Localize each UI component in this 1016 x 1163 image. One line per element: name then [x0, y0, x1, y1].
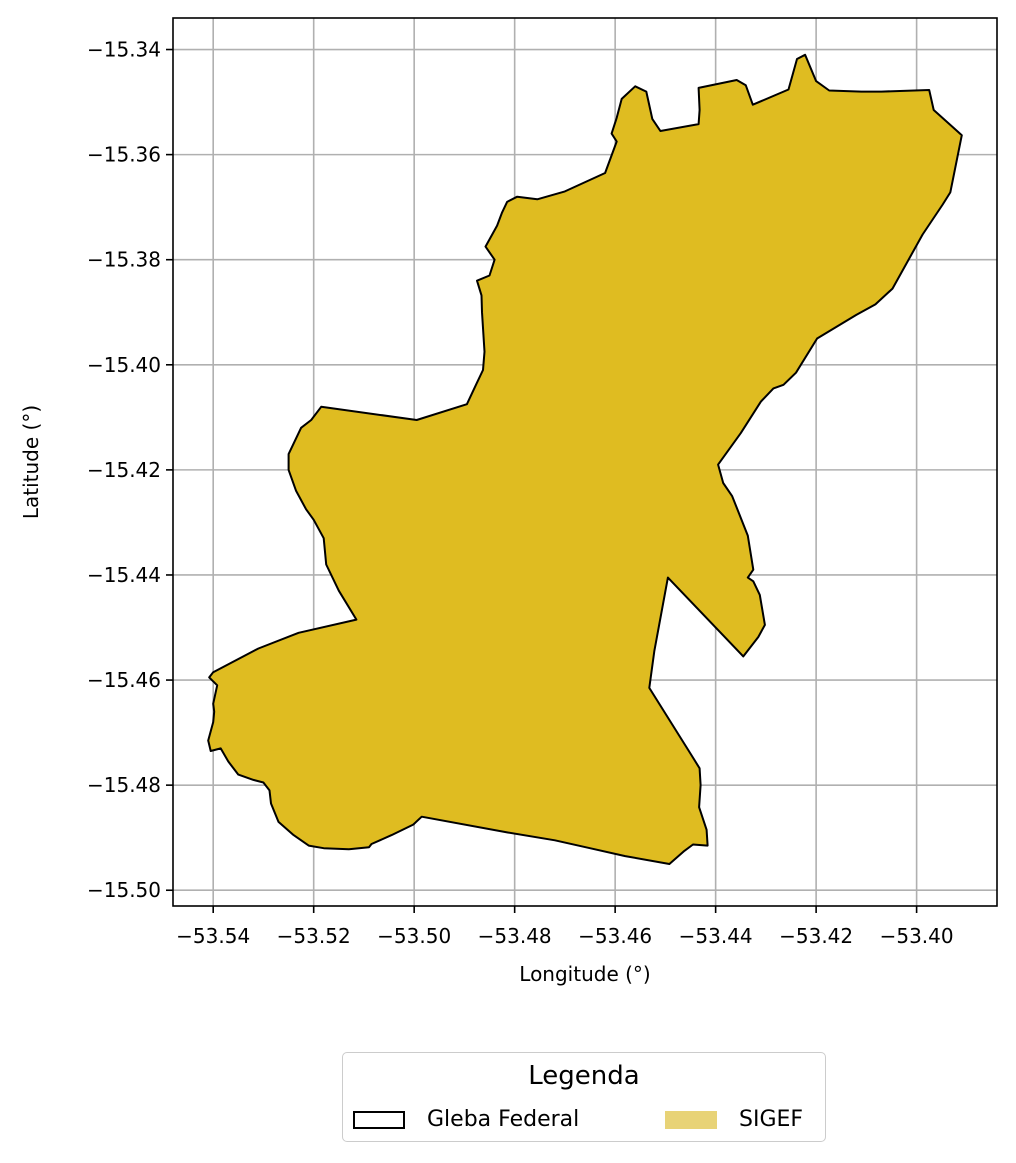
y-ticks: −15.34 −15.36 −15.38 −15.40 −15.42 −15.44 −15.… [87, 38, 173, 902]
x-tick-label: −53.52 [277, 924, 351, 948]
legend: Legenda Gleba Federal SIGEF [342, 1052, 826, 1142]
legend-title: Legenda [528, 1061, 640, 1091]
y-tick-label: −15.46 [87, 668, 161, 692]
outline-swatch-icon [353, 1110, 405, 1129]
x-tick-label: −53.48 [478, 924, 552, 948]
plot-frame [172, 17, 998, 907]
map-layer [207, 53, 963, 865]
x-axis-title: Longitude (°) [519, 962, 650, 986]
x-tick-label: −53.46 [578, 924, 652, 948]
x-tick-label: −53.42 [779, 924, 853, 948]
legend-item-sigef: SIGEF [665, 1107, 803, 1132]
y-tick-label: −15.42 [87, 458, 161, 482]
y-tick-label: −15.38 [87, 248, 161, 272]
legend-item-gleba-federal: Gleba Federal [353, 1107, 579, 1132]
y-tick-label: −15.44 [87, 563, 161, 587]
legend-label: Gleba Federal [427, 1107, 580, 1132]
y-tick-label: −15.50 [87, 878, 161, 902]
x-tick-label: −53.54 [176, 924, 250, 948]
x-tick-label: −53.50 [377, 924, 451, 948]
y-axis-title: Latitude (°) [19, 405, 43, 519]
y-tick-label: −15.36 [87, 143, 161, 167]
y-tick-label: −15.40 [87, 353, 161, 377]
x-ticks: −53.54 −53.52 −53.50 −53.48 −53.46 −53.44 −53.… [176, 906, 954, 948]
sigef-area [208, 54, 962, 865]
legend-label: SIGEF [739, 1107, 804, 1132]
x-tick-label: −53.40 [880, 924, 954, 948]
x-tick-label: −53.44 [679, 924, 753, 948]
y-tick-label: −15.48 [87, 773, 161, 797]
y-tick-label: −15.34 [87, 38, 161, 62]
gleba-federal-outline [207, 53, 963, 865]
fill-swatch-icon [665, 1110, 717, 1129]
